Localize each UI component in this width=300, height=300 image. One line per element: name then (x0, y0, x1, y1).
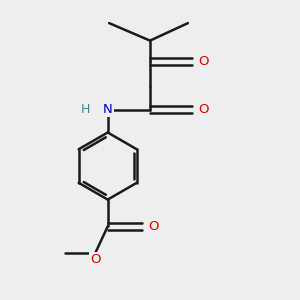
Text: O: O (198, 103, 208, 116)
Text: H: H (81, 103, 91, 116)
Text: O: O (90, 254, 101, 266)
Text: O: O (198, 55, 208, 68)
Text: O: O (148, 220, 158, 233)
Text: N: N (103, 103, 112, 116)
